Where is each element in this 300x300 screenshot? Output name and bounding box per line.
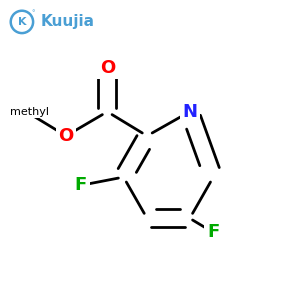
Text: K: K [18, 17, 26, 27]
Text: O: O [100, 58, 115, 76]
Text: Kuujia: Kuujia [41, 14, 95, 29]
Text: O: O [58, 127, 74, 145]
Text: °: ° [32, 11, 35, 17]
Text: N: N [182, 103, 197, 121]
Text: F: F [75, 176, 87, 194]
Text: F: F [207, 224, 219, 242]
Text: methyl: methyl [10, 107, 49, 117]
